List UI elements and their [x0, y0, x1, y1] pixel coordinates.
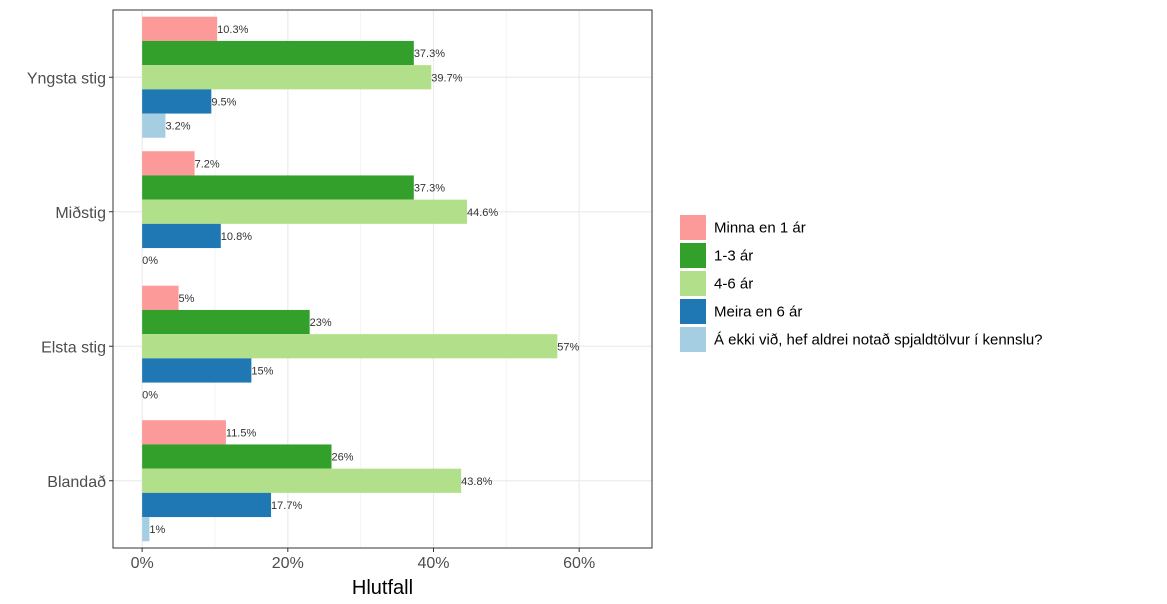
data-label: 44.6% [467, 207, 498, 219]
bar [142, 199, 467, 224]
legend-key [680, 299, 706, 324]
data-label: 1% [149, 524, 165, 536]
legend-label: 1-3 ár [714, 248, 753, 265]
data-label: 23% [310, 317, 332, 329]
bar [142, 16, 218, 41]
legend-key [680, 215, 706, 240]
legend-label: 4-6 ár [714, 276, 753, 293]
legend-key [680, 243, 706, 268]
bar [142, 468, 462, 493]
data-label: 7.2% [195, 158, 220, 170]
x-tick-label: 20% [272, 555, 304, 572]
bar [142, 285, 179, 310]
data-label: 57% [557, 341, 579, 353]
x-axis-title: Hlutfall [352, 577, 413, 599]
bar [142, 492, 272, 518]
legend-label: Minna en 1 ár [714, 220, 806, 237]
bar [142, 517, 150, 542]
y-axis: Yngsta stig Miðstig Elsta stig Blandað [27, 70, 113, 491]
legend-key [680, 271, 706, 296]
legend-label: Á ekki við, hef aldrei notað spjaldtölvu… [714, 332, 1043, 349]
y-tick-label: Miðstig [55, 205, 106, 222]
data-label: 5% [179, 293, 195, 305]
x-tick-label: 0% [131, 555, 154, 572]
data-label: 37.3% [414, 48, 445, 60]
data-label: 10.3% [217, 24, 248, 36]
bar [142, 334, 558, 359]
bar [142, 358, 252, 383]
data-label: 43.8% [461, 476, 492, 488]
bar [142, 223, 221, 249]
bar [142, 309, 310, 335]
x-axis: 0% 20% 40% 60% [131, 548, 595, 572]
legend-label: Meira en 6 ár [714, 304, 802, 321]
bar [142, 175, 414, 200]
bar [142, 444, 332, 469]
bar [142, 40, 414, 66]
legend-key [680, 327, 706, 352]
y-tick-label: Elsta stig [41, 339, 106, 356]
bar [142, 113, 166, 138]
data-label: 17.7% [271, 500, 302, 512]
bar [142, 65, 432, 90]
data-label: 9.5% [211, 96, 236, 108]
data-label: 10.8% [221, 231, 252, 243]
panel-border [112, 9, 653, 549]
bar [142, 89, 212, 114]
data-label: 39.7% [431, 72, 462, 84]
data-label: 11.5% [226, 427, 257, 439]
data-label: 37.3% [414, 183, 445, 195]
bars [142, 16, 558, 542]
x-tick-label: 60% [563, 555, 595, 572]
y-tick-label: Blandað [47, 474, 106, 491]
legend: Minna en 1 ár 1-3 ár 4-6 ár Meira en 6 ár Á … [680, 215, 1043, 352]
x-tick-label: 40% [417, 555, 449, 572]
data-labels: 10.3% 37.3% 39.7% 9.5% 3.2% 7.2% 37.3% 44.6% 10.… [142, 24, 579, 536]
bar [142, 151, 195, 176]
data-label: 0% [142, 390, 158, 402]
data-label: 3.2% [165, 121, 190, 133]
data-label: 15% [251, 365, 273, 377]
data-label: 0% [142, 255, 158, 267]
data-label: 26% [332, 452, 354, 464]
y-tick-label: Yngsta stig [27, 70, 106, 87]
bar [142, 420, 226, 445]
